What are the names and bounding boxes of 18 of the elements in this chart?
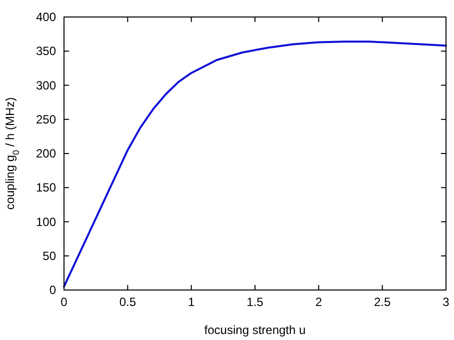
x-tick-label: 0 <box>60 295 68 309</box>
x-tick-label: 1.5 <box>246 295 264 309</box>
x-tick-label: 3 <box>442 295 450 309</box>
x-tick-label: 1 <box>188 295 195 309</box>
line-series <box>63 40 447 288</box>
y-tick-label: 100 <box>36 214 56 229</box>
x-tick-label: 2.5 <box>374 295 391 309</box>
x-axis-title: focusing strength u <box>204 323 306 337</box>
y-tick-label: 50 <box>42 248 56 263</box>
x-tick-label: 0.5 <box>119 295 136 309</box>
y-tick-label: 200 <box>36 146 56 160</box>
y-tick-label: 150 <box>36 180 56 195</box>
y-tick-label: 250 <box>36 112 56 126</box>
y-tick-label: 0 <box>49 283 56 297</box>
x-tick-label: 2 <box>315 295 322 309</box>
y-tick-label: 350 <box>36 44 56 58</box>
y-tick-label: 300 <box>36 78 56 92</box>
y-tick-label: 400 <box>36 10 56 24</box>
